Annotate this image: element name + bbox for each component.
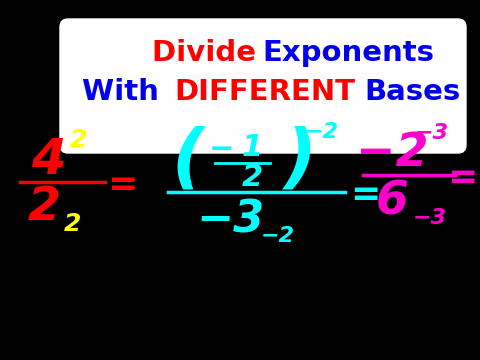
Text: −2: −2: [261, 226, 295, 246]
Text: −3: −3: [413, 208, 447, 228]
Text: Bases: Bases: [364, 78, 460, 106]
Text: 2: 2: [241, 162, 263, 192]
Text: −3: −3: [196, 198, 264, 242]
Text: −2: −2: [356, 130, 428, 175]
Text: =: =: [107, 168, 137, 202]
Text: −: −: [209, 135, 235, 165]
Text: 1: 1: [241, 132, 263, 162]
Text: DIFFERENT: DIFFERENT: [174, 78, 355, 106]
Text: −3: −3: [415, 123, 449, 143]
Text: 6: 6: [375, 180, 408, 225]
Text: (: (: [171, 126, 204, 194]
Text: 2: 2: [27, 185, 60, 230]
Text: ): ): [284, 126, 316, 194]
Text: Exponents: Exponents: [262, 39, 434, 67]
FancyBboxPatch shape: [60, 19, 466, 153]
Text: With: With: [82, 78, 169, 106]
Text: 2: 2: [69, 128, 87, 152]
Text: 4: 4: [31, 136, 65, 184]
Text: Divide: Divide: [152, 39, 266, 67]
Text: =: =: [447, 161, 477, 195]
Text: 2: 2: [63, 212, 81, 236]
Text: =: =: [350, 178, 380, 212]
Text: −2: −2: [305, 122, 339, 142]
